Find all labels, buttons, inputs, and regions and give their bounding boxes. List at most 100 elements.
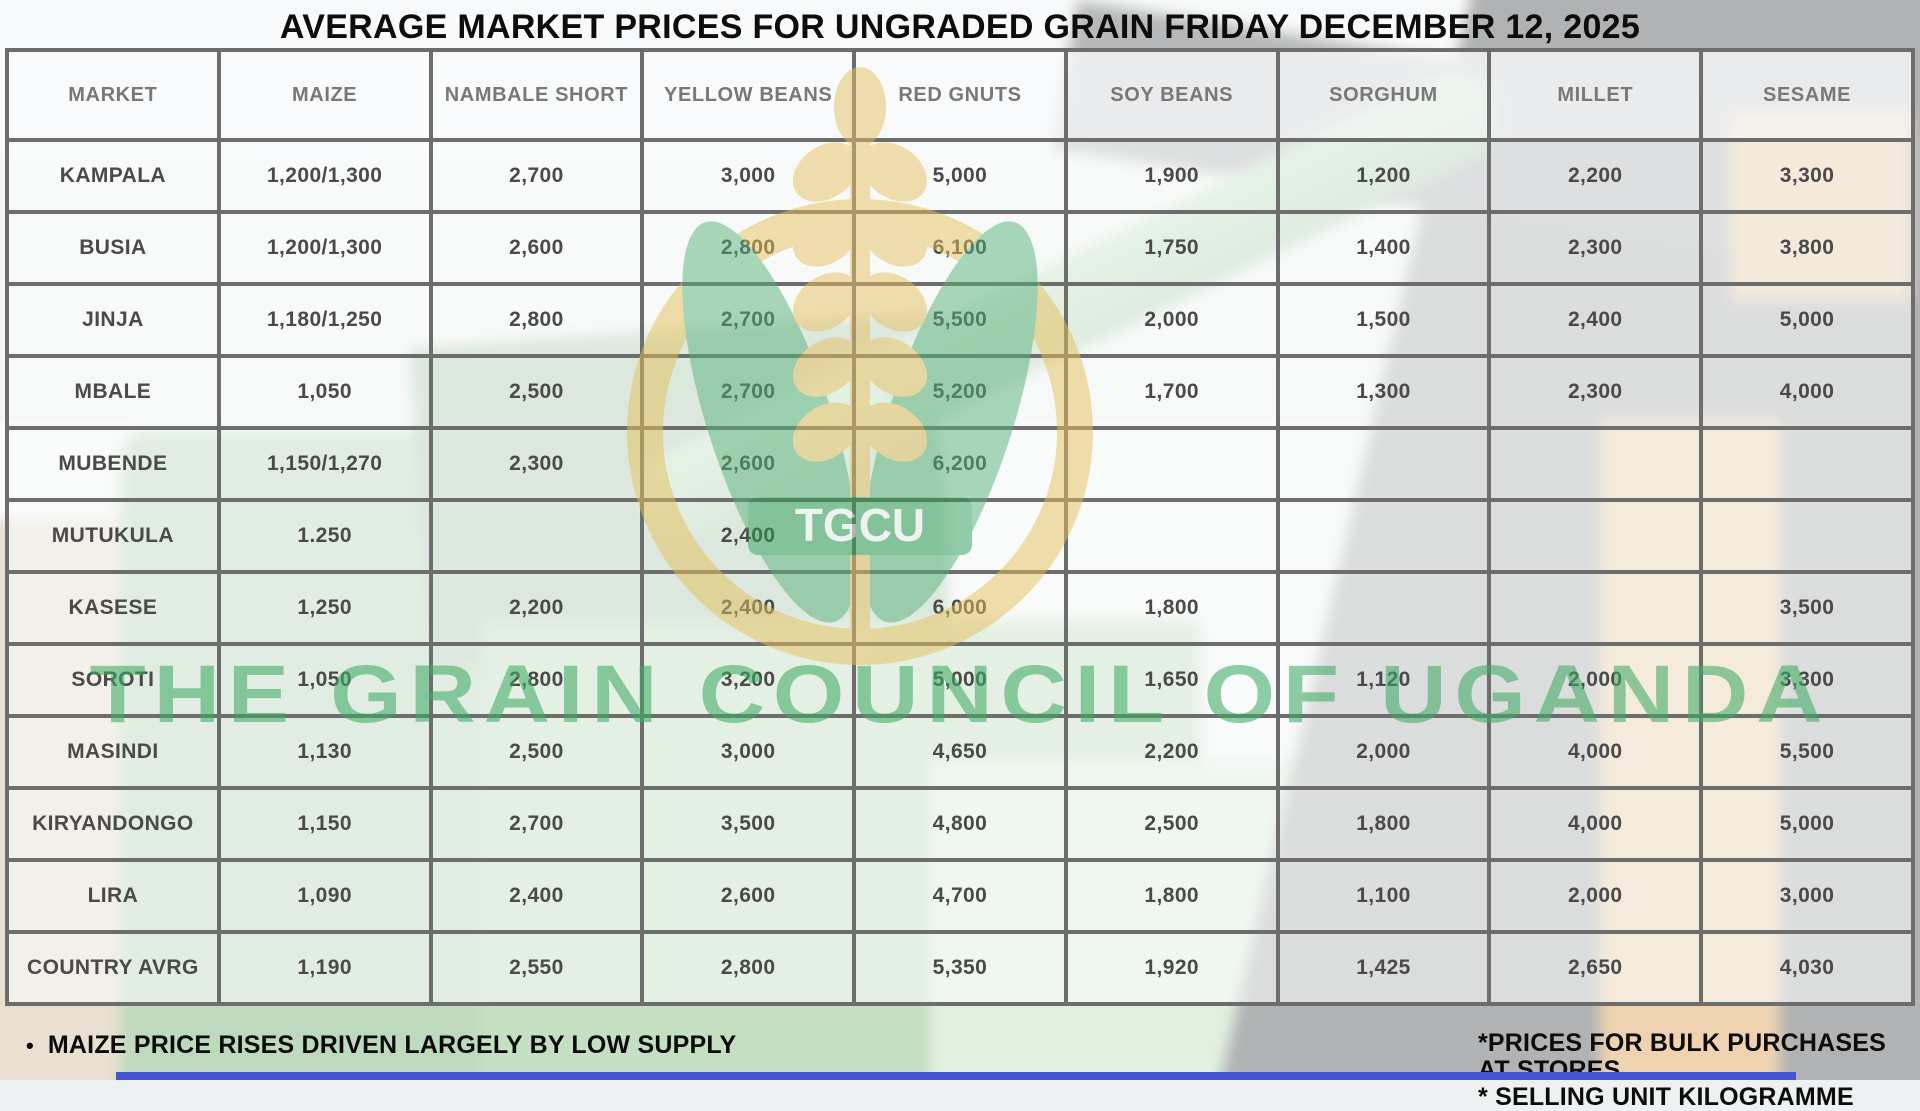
price-cell: 2,500: [428, 714, 645, 790]
column-header: RED GNUTS: [852, 48, 1068, 142]
price-cell: 1,650: [1063, 642, 1280, 718]
price-cell: 1,100: [1275, 858, 1492, 934]
price-cell: 6,100: [852, 210, 1068, 286]
price-cell: 2,200: [428, 570, 645, 646]
price-cell: 2,400: [640, 498, 857, 574]
price-cell: 2,200: [1063, 714, 1280, 790]
market-name-cell: COUNTRY AVRG: [5, 930, 221, 1006]
table-row: BUSIA 1,200/1,300 2,600 2,800 6,100 1,750 1,40…: [5, 210, 1915, 286]
price-cell: 1,920: [1063, 930, 1280, 1006]
price-cell: [428, 498, 645, 574]
market-name-cell: KASESE: [5, 570, 221, 646]
price-cell: 5,000: [852, 642, 1068, 718]
table-row: LIRA 1,090 2,400 2,600 4,700 1,800 1,100 2,000 3…: [5, 858, 1915, 934]
table-row: JINJA 1,180/1,250 2,800 2,700 5,500 2,000 1,50…: [5, 282, 1915, 358]
price-cell: 5,000: [852, 138, 1068, 214]
price-cell: [1699, 498, 1915, 574]
price-cell: 1.250: [216, 498, 433, 574]
price-cell: 2,400: [1487, 282, 1704, 358]
column-header: SESAME: [1699, 48, 1915, 142]
market-name-cell: MBALE: [5, 354, 221, 430]
price-cell: 2,700: [428, 786, 645, 862]
column-header: MILLET: [1487, 48, 1704, 142]
price-cell: 3,300: [1699, 138, 1915, 214]
table-row: SOROTI 1,050 2,800 3,200 5,000 1,650 1,120 2,00…: [5, 642, 1915, 718]
price-cell: 1,800: [1063, 570, 1280, 646]
market-name-cell: MUBENDE: [5, 426, 221, 502]
price-cell: 1,800: [1063, 858, 1280, 934]
footer-right-notes: *PRICES FOR BULK PURCHASES AT STORES * S…: [1478, 1030, 1920, 1111]
footer-left-note: • MAIZE PRICE RISES DRIVEN LARGELY BY LOW…: [26, 1031, 736, 1060]
column-header: SOY BEANS: [1063, 48, 1280, 142]
price-cell: 2,800: [428, 282, 645, 358]
price-cell: 2,800: [640, 930, 857, 1006]
price-cell: 3,300: [1699, 642, 1915, 718]
price-cell: 1,180/1,250: [216, 282, 433, 358]
price-cell: 1,800: [1275, 786, 1492, 862]
price-cell: [1275, 498, 1492, 574]
table-row: MUTUKULA 1.250 2,400: [5, 498, 1915, 574]
price-cell: 5,350: [852, 930, 1068, 1006]
price-cell: 5,000: [1699, 282, 1915, 358]
price-cell: [1487, 570, 1704, 646]
price-cell: 4,000: [1699, 354, 1915, 430]
bottom-blue-bar: [116, 1072, 1796, 1080]
price-cell: 1,900: [1063, 138, 1280, 214]
price-cell: 5,500: [1699, 714, 1915, 790]
table-row: KIRYANDONGO 1,150 2,700 3,500 4,800 2,500 1,80…: [5, 786, 1915, 862]
price-cell: 4,030: [1699, 930, 1915, 1006]
market-name-cell: MUTUKULA: [5, 498, 221, 574]
price-cell: 1,090: [216, 858, 433, 934]
price-cell: 1,250: [216, 570, 433, 646]
price-cell: 1,150/1,270: [216, 426, 433, 502]
price-cell: 4,800: [852, 786, 1068, 862]
market-name-cell: JINJA: [5, 282, 221, 358]
price-cell: 2,500: [428, 354, 645, 430]
price-cell: 3,200: [640, 642, 857, 718]
market-name-cell: LIRA: [5, 858, 221, 934]
price-cell: 1,200: [1275, 138, 1492, 214]
price-cell: 2,300: [1487, 354, 1704, 430]
price-cell: [1063, 426, 1280, 502]
price-cell: 5,000: [1699, 786, 1915, 862]
table-row: MBALE 1,050 2,500 2,700 5,200 1,700 1,300 2,300…: [5, 354, 1915, 430]
selling-unit-note: * SELLING UNIT KILOGRAMME: [1478, 1083, 1854, 1111]
price-cell: 2,800: [428, 642, 645, 718]
table-body: KAMPALA 1,200/1,300 2,700 3,000 5,000 1,900 1,…: [5, 138, 1915, 1006]
price-cell: 2,700: [428, 138, 645, 214]
price-cell: 2,600: [640, 426, 857, 502]
price-cell: 6,000: [852, 570, 1068, 646]
market-name-cell: BUSIA: [5, 210, 221, 286]
market-name-cell: KAMPALA: [5, 138, 221, 214]
price-cell: [1275, 570, 1492, 646]
price-cell: [1063, 498, 1280, 574]
column-header: SORGHUM: [1275, 48, 1492, 142]
price-cell: 3,000: [640, 138, 857, 214]
price-cell: [1699, 426, 1915, 502]
price-cell: 3,500: [1699, 570, 1915, 646]
header-row: MARKET MAIZE NAMBALE SHORT YELLOW BEANS RED …: [5, 48, 1915, 142]
table-row: MASINDI 1,130 2,500 3,000 4,650 2,200 2,000 4,0…: [5, 714, 1915, 790]
price-cell: 2,800: [640, 210, 857, 286]
market-name-cell: KIRYANDONGO: [5, 786, 221, 862]
price-cell: 5,200: [852, 354, 1068, 430]
maize-note-text: MAIZE PRICE RISES DRIVEN LARGELY BY LOW …: [47, 1031, 737, 1059]
price-cell: 1,190: [216, 930, 433, 1006]
price-cell: 1,400: [1275, 210, 1492, 286]
price-cell: 2,000: [1275, 714, 1492, 790]
price-cell: 1,200/1,300: [216, 210, 433, 286]
price-cell: 4,000: [1487, 714, 1704, 790]
price-cell: 1,050: [216, 354, 433, 430]
price-cell: 4,000: [1487, 786, 1704, 862]
price-cell: 1,200/1,300: [216, 138, 433, 214]
price-cell: 2,200: [1487, 138, 1704, 214]
price-cell: 4,700: [852, 858, 1068, 934]
price-cell: 1,120: [1275, 642, 1492, 718]
price-cell: 2,400: [428, 858, 645, 934]
column-header: MAIZE: [216, 48, 433, 142]
price-cell: 2,000: [1063, 282, 1280, 358]
table-row: KAMPALA 1,200/1,300 2,700 3,000 5,000 1,900 1,…: [5, 138, 1915, 214]
price-cell: 2,300: [428, 426, 645, 502]
price-cell: 2,600: [640, 858, 857, 934]
table-row: MUBENDE 1,150/1,270 2,300 2,600 6,200: [5, 426, 1915, 502]
